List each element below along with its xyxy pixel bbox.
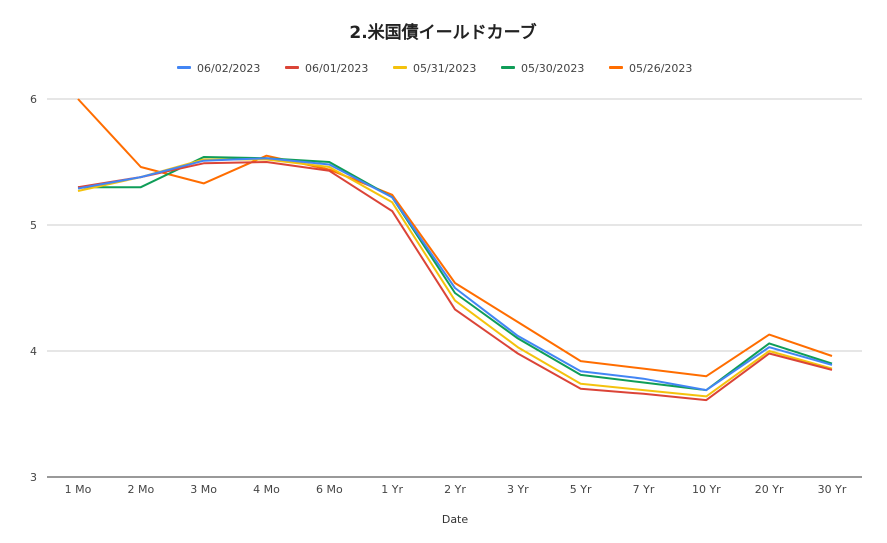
legend-item[interactable]: 06/01/2023 — [285, 62, 368, 75]
legend-item[interactable]: 06/02/2023 — [177, 62, 260, 75]
chart-title: 2.米国債イールドカーブ — [349, 22, 536, 43]
legend-label: 05/30/2023 — [521, 62, 584, 75]
series-lines — [77, 98, 833, 402]
x-tick-label: 2 Mo — [127, 483, 154, 496]
x-axis-title: Date — [442, 513, 469, 526]
legend[interactable]: 06/02/2023 06/01/2023 05/31/2023 05/30/2023… — [177, 62, 692, 75]
series-line — [77, 157, 833, 392]
legend-label: 06/02/2023 — [197, 62, 260, 75]
y-tick-label: 5 — [30, 219, 37, 232]
legend-swatch — [609, 66, 623, 69]
legend-swatch — [501, 66, 515, 69]
x-tick-label: 5 Yr — [570, 483, 592, 496]
gridlines — [47, 98, 862, 478]
x-tick-label: 7 Yr — [633, 483, 655, 496]
series-line — [77, 161, 833, 402]
legend-swatch — [285, 66, 299, 69]
x-tick-label: 1 Mo — [65, 483, 92, 496]
x-tick-label: 10 Yr — [692, 483, 721, 496]
legend-item[interactable]: 05/30/2023 — [501, 62, 584, 75]
x-tick-label: 3 Yr — [507, 483, 529, 496]
x-axis-ticks: 1 Mo 2 Mo 3 Mo 4 Mo 6 Mo 1 Yr 2 Yr 3 Yr 5 Yr 7 Yr… — [65, 483, 847, 496]
y-tick-label: 6 — [30, 93, 37, 106]
x-tick-label: 30 Yr — [818, 483, 847, 496]
y-tick-label: 3 — [30, 471, 37, 484]
x-tick-label: 1 Yr — [381, 483, 403, 496]
series-line — [77, 158, 833, 398]
legend-swatch — [177, 66, 191, 69]
y-tick-label: 4 — [30, 345, 37, 358]
x-tick-label: 3 Mo — [190, 483, 217, 496]
x-tick-label: 6 Mo — [316, 483, 343, 496]
legend-label: 06/01/2023 — [305, 62, 368, 75]
series-line — [77, 98, 833, 378]
legend-item[interactable]: 05/31/2023 — [393, 62, 476, 75]
x-tick-label: 2 Yr — [444, 483, 466, 496]
legend-label: 05/31/2023 — [413, 62, 476, 75]
legend-item[interactable]: 05/26/2023 — [609, 62, 692, 75]
legend-label: 05/26/2023 — [629, 62, 692, 75]
x-tick-label: 4 Mo — [253, 483, 280, 496]
x-tick-label: 20 Yr — [755, 483, 784, 496]
y-axis-ticks: 3 4 5 6 — [30, 93, 37, 484]
legend-swatch — [393, 66, 407, 69]
